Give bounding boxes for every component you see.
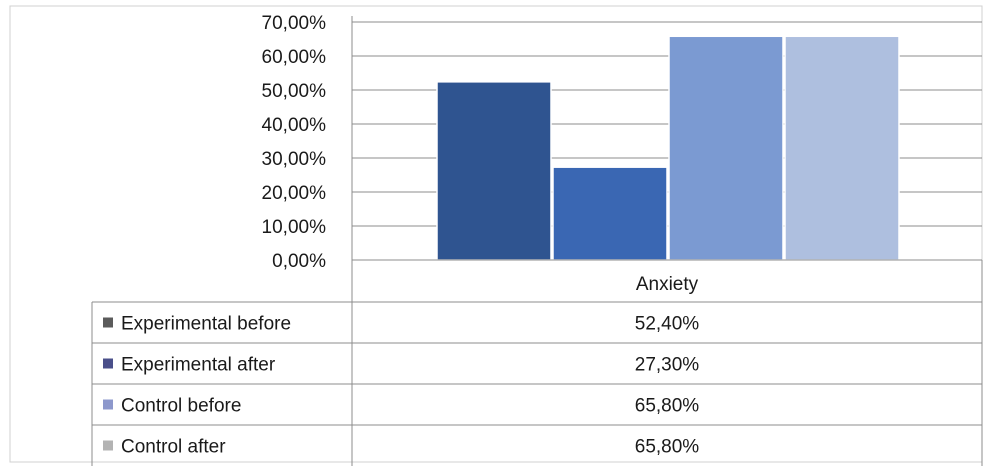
legend-label: Experimental after bbox=[121, 355, 276, 376]
y-tick-label: 30,00% bbox=[262, 149, 327, 170]
category-label: Anxiety bbox=[636, 274, 699, 295]
bar-experimental-before bbox=[437, 82, 551, 260]
y-tick-label: 70,00% bbox=[262, 13, 327, 34]
legend-key bbox=[103, 441, 113, 451]
legend-key bbox=[103, 359, 113, 369]
data-label: 65,80% bbox=[635, 437, 700, 458]
legend-key bbox=[103, 400, 113, 410]
legend-label: Control after bbox=[121, 437, 226, 458]
y-tick-label: 10,00% bbox=[262, 217, 327, 238]
y-tick-label: 50,00% bbox=[262, 81, 327, 102]
y-tick-label: 0,00% bbox=[272, 251, 326, 272]
y-tick-label: 20,00% bbox=[262, 183, 327, 204]
bar-experimental-after bbox=[553, 167, 667, 260]
data-label: 65,80% bbox=[635, 396, 700, 417]
data-label: 27,30% bbox=[635, 355, 700, 376]
bar-control-before bbox=[669, 36, 783, 260]
bar-control-after bbox=[785, 36, 899, 260]
legend-label: Experimental before bbox=[121, 314, 291, 335]
y-tick-label: 60,00% bbox=[262, 47, 327, 68]
legend-label: Control before bbox=[121, 396, 241, 417]
legend-key bbox=[103, 318, 113, 328]
y-tick-label: 40,00% bbox=[262, 115, 327, 136]
data-label: 52,40% bbox=[635, 314, 700, 335]
